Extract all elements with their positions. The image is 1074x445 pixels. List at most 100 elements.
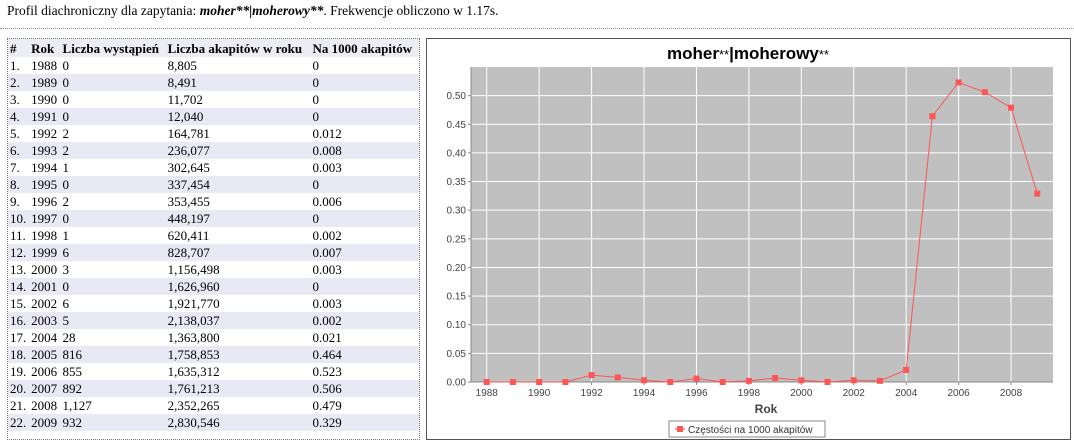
y-tick-label: 0.25	[447, 234, 467, 245]
row-year: 2001	[29, 278, 61, 295]
data-point	[1008, 104, 1015, 111]
divider	[0, 28, 1074, 29]
row-per-1000: 0.003	[310, 295, 419, 312]
table-body: 1. 1988 0 8,805 0 2. 1989 0 8,491 0 3. 1990 0 11,702 0…	[8, 57, 419, 431]
row-number: 5.	[8, 125, 30, 142]
table-row: 7. 1994 1 302,645 0.003	[8, 159, 419, 176]
row-paragraphs: 8,491	[165, 74, 311, 91]
row-per-1000: 0.008	[310, 142, 419, 159]
x-tick-label: 2006	[947, 388, 970, 399]
table-row: 12. 1999 6 828,707 0.007	[8, 244, 419, 261]
row-year: 2003	[29, 312, 61, 329]
data-point	[667, 379, 674, 385]
row-occurrences: 5	[60, 312, 166, 329]
row-number: 2.	[8, 74, 30, 91]
y-tick-label: 0.40	[447, 148, 467, 159]
row-paragraphs: 1,921,770	[165, 295, 311, 312]
row-per-1000: 0	[310, 74, 419, 91]
x-tick-label: 1990	[528, 388, 551, 399]
row-paragraphs: 448,197	[165, 210, 311, 227]
x-tick-label: 2008	[1000, 388, 1023, 399]
row-paragraphs: 2,830,546	[165, 414, 311, 431]
row-number: 12.	[8, 244, 30, 261]
data-point	[955, 79, 962, 86]
plot-area: 0.00 0.05 0.10 0.15 0.20 0.25 0.30 0.35 0.40 0.45…	[447, 67, 1053, 399]
row-occurrences: 2	[60, 193, 166, 210]
row-year: 1995	[29, 176, 61, 193]
row-number: 15.	[8, 295, 30, 312]
row-year: 2006	[29, 363, 61, 380]
row-per-1000: 0	[310, 278, 419, 295]
x-tick-label: 1988	[476, 388, 499, 399]
row-per-1000: 0.464	[310, 346, 419, 363]
row-number: 17.	[8, 329, 30, 346]
table-row: 13. 2000 3 1,156,498 0.003	[8, 261, 419, 278]
row-number: 6.	[8, 142, 30, 159]
row-year: 1998	[29, 227, 61, 244]
line-chart: moher**|moherowy** 0.000.050.100.150.200…	[447, 44, 1053, 438]
row-per-1000: 0.329	[310, 414, 419, 431]
row-per-1000: 0.006	[310, 193, 419, 210]
x-tick-label: 1998	[738, 388, 761, 399]
row-paragraphs: 11,702	[165, 91, 311, 108]
row-number: 10.	[8, 210, 30, 227]
row-paragraphs: 236,077	[165, 142, 311, 159]
row-paragraphs: 1,156,498	[165, 261, 311, 278]
data-point	[509, 379, 516, 385]
row-year: 1993	[29, 142, 61, 159]
row-paragraphs: 8,805	[165, 57, 311, 74]
row-paragraphs: 1,626,960	[165, 278, 311, 295]
data-point	[798, 377, 805, 384]
row-paragraphs: 353,455	[165, 193, 311, 210]
row-paragraphs: 1,363,800	[165, 329, 311, 346]
row-year: 2009	[29, 414, 61, 431]
y-tick-label: 0.45	[447, 120, 467, 131]
row-year: 1992	[29, 125, 61, 142]
y-tick-label: 0.30	[447, 206, 467, 217]
row-per-1000: 0.479	[310, 397, 419, 414]
data-point	[483, 379, 490, 385]
x-tick-label: 2004	[895, 388, 918, 399]
row-number: 4.	[8, 108, 30, 125]
table-row: 11. 1998 1 620,411 0.002	[8, 227, 419, 244]
y-tick-label: 0.05	[447, 349, 467, 360]
row-number: 16.	[8, 312, 30, 329]
chart-title-sep: |moherowy	[729, 44, 819, 63]
row-number: 22.	[8, 414, 30, 431]
y-tick-label: 0.35	[447, 177, 467, 188]
table-row: 5. 1992 2 164,781 0.012	[8, 125, 419, 142]
page-heading: Profil diachroniczny dla zapytania: mohe…	[7, 2, 499, 20]
col-header-occurrences: Liczba wystąpień	[60, 39, 166, 57]
row-occurrences: 816	[60, 346, 166, 363]
frequency-table-panel: # Rok Liczba wystąpień Liczba akapitów w…	[7, 38, 420, 440]
row-year: 1988	[29, 57, 61, 74]
series-line	[486, 81, 1038, 383]
row-occurrences: 0	[60, 210, 166, 227]
row-number: 3.	[8, 91, 30, 108]
data-point	[641, 377, 648, 384]
plot-background	[471, 67, 1053, 382]
frequency-table: # Rok Liczba wystąpień Liczba akapitów w…	[8, 39, 419, 431]
table-row: 19. 2006 855 1,635,312 0.523	[8, 363, 419, 380]
data-point	[536, 379, 543, 385]
row-occurrences: 0	[60, 108, 166, 125]
row-paragraphs: 620,411	[165, 227, 311, 244]
row-occurrences: 6	[60, 244, 166, 261]
row-per-1000: 0.007	[310, 244, 419, 261]
x-tick-label: 2002	[843, 388, 866, 399]
table-row: 16. 2003 5 2,138,037 0.002	[8, 312, 419, 329]
row-paragraphs: 1,635,312	[165, 363, 311, 380]
table-row: 14. 2001 0 1,626,960 0	[8, 278, 419, 295]
table-header-row: # Rok Liczba wystąpień Liczba akapitów w…	[8, 39, 419, 57]
row-occurrences: 892	[60, 380, 166, 397]
chart-title-stars: **	[719, 47, 729, 62]
data-point	[745, 377, 752, 384]
legend-marker	[677, 426, 683, 432]
legend-box	[668, 420, 826, 438]
row-per-1000: 0	[310, 91, 419, 108]
legend-series-label: Częstości na 1000 akapitów	[688, 425, 813, 436]
table-row: 4. 1991 0 12,040 0	[8, 108, 419, 125]
row-per-1000: 0.012	[310, 125, 419, 142]
x-tick-label: 2000	[790, 388, 813, 399]
row-number: 1.	[8, 57, 30, 74]
